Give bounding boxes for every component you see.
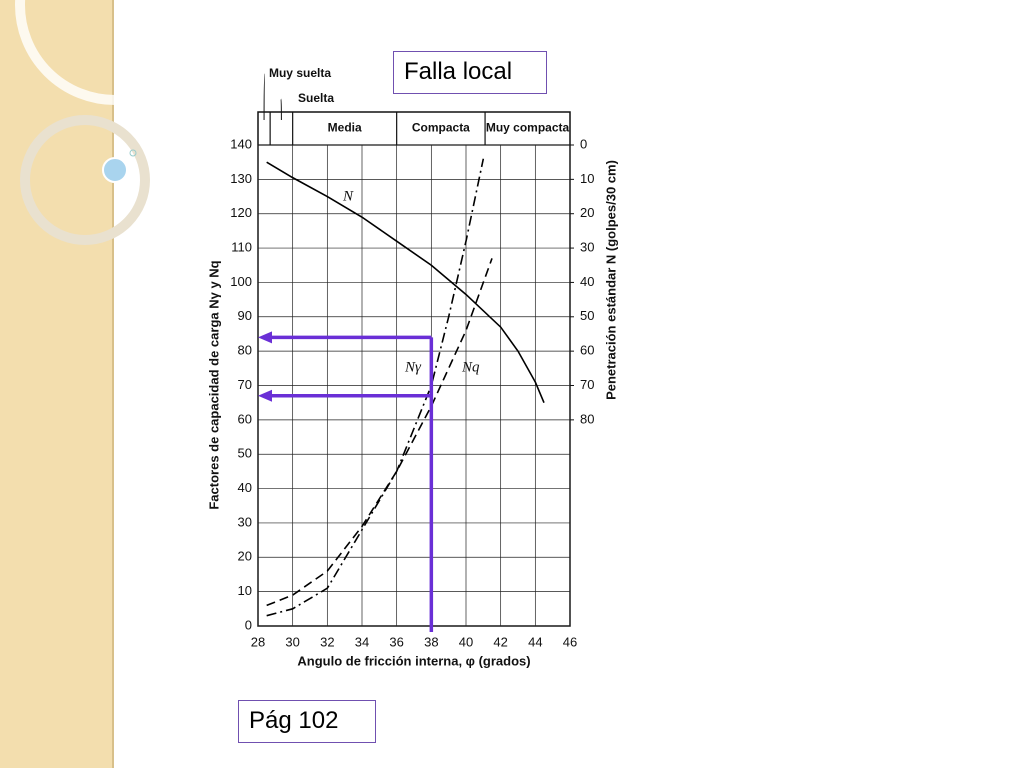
- zone-label: Muy suelta: [269, 66, 331, 80]
- arrow-head: [258, 389, 272, 402]
- y2-tick-label: 40: [580, 274, 594, 289]
- y-tick-label: 30: [238, 514, 252, 529]
- y-tick-label: 90: [238, 308, 252, 323]
- zone-label: Muy compacta: [486, 121, 570, 135]
- series-label: Nq: [461, 359, 480, 375]
- page-number: Pág 102: [249, 707, 339, 734]
- y-axis-title: Factores de capacidad de carga Nγ y Nq: [206, 260, 221, 509]
- y-tick-label: 40: [238, 480, 252, 495]
- x-tick-label: 44: [528, 634, 542, 649]
- y-tick-label: 100: [230, 274, 252, 289]
- deco-circle: [15, 0, 215, 105]
- x-tick-label: 40: [459, 634, 473, 649]
- y-tick-label: 70: [238, 377, 252, 392]
- zone-arrow: [263, 73, 266, 121]
- deco-dot: [102, 157, 128, 183]
- slide-title: Falla local: [404, 58, 513, 85]
- x-tick-label: 36: [389, 634, 403, 649]
- y2-tick-label: 30: [580, 240, 594, 255]
- y2-tick-label: 60: [580, 343, 594, 358]
- x-tick-label: 34: [355, 634, 369, 649]
- series-label: Nγ: [404, 359, 422, 375]
- series-line: [266, 161, 545, 403]
- x-tick-label: 32: [320, 634, 334, 649]
- page-box: Pág 102: [238, 700, 376, 743]
- zone-label: Compacta: [412, 121, 470, 135]
- deco-dot: [129, 149, 137, 157]
- series-label: N: [342, 188, 354, 204]
- y2-tick-label: 50: [580, 308, 594, 323]
- y2-tick-label: 70: [580, 377, 594, 392]
- side-stripe: [0, 0, 113, 768]
- series-line: [266, 158, 485, 617]
- title-box: Falla local: [393, 51, 547, 94]
- x-tick-label: 28: [251, 634, 265, 649]
- y2-axis-title: Penetración estándar N (golpes/30 cm): [603, 160, 618, 400]
- x-tick-label: 42: [493, 634, 507, 649]
- y-tick-label: 140: [230, 136, 252, 151]
- y2-tick-label: 10: [580, 171, 594, 186]
- y2-tick-label: 0: [580, 136, 587, 151]
- y2-tick-label: 80: [580, 411, 594, 426]
- y-tick-label: 50: [238, 446, 252, 461]
- x-tick-label: 30: [285, 634, 299, 649]
- zone-label: Suelta: [298, 91, 334, 105]
- deco-circle: [20, 115, 150, 245]
- y-tick-label: 120: [230, 205, 252, 220]
- y2-tick-label: 20: [580, 205, 594, 220]
- y-tick-label: 130: [230, 171, 252, 186]
- y-tick-label: 20: [238, 549, 252, 564]
- y-tick-label: 60: [238, 411, 252, 426]
- y-tick-label: 110: [231, 240, 252, 255]
- y-tick-label: 0: [245, 617, 252, 632]
- arrow-head: [258, 331, 272, 344]
- series-line: [266, 258, 493, 607]
- x-tick-label: 46: [563, 634, 577, 649]
- x-tick-label: 38: [424, 634, 438, 649]
- y-tick-label: 10: [238, 583, 252, 598]
- zone-label: Media: [328, 121, 362, 135]
- x-axis-title: Angulo de fricción interna, φ (grados): [297, 653, 530, 668]
- y-tick-label: 80: [238, 343, 252, 358]
